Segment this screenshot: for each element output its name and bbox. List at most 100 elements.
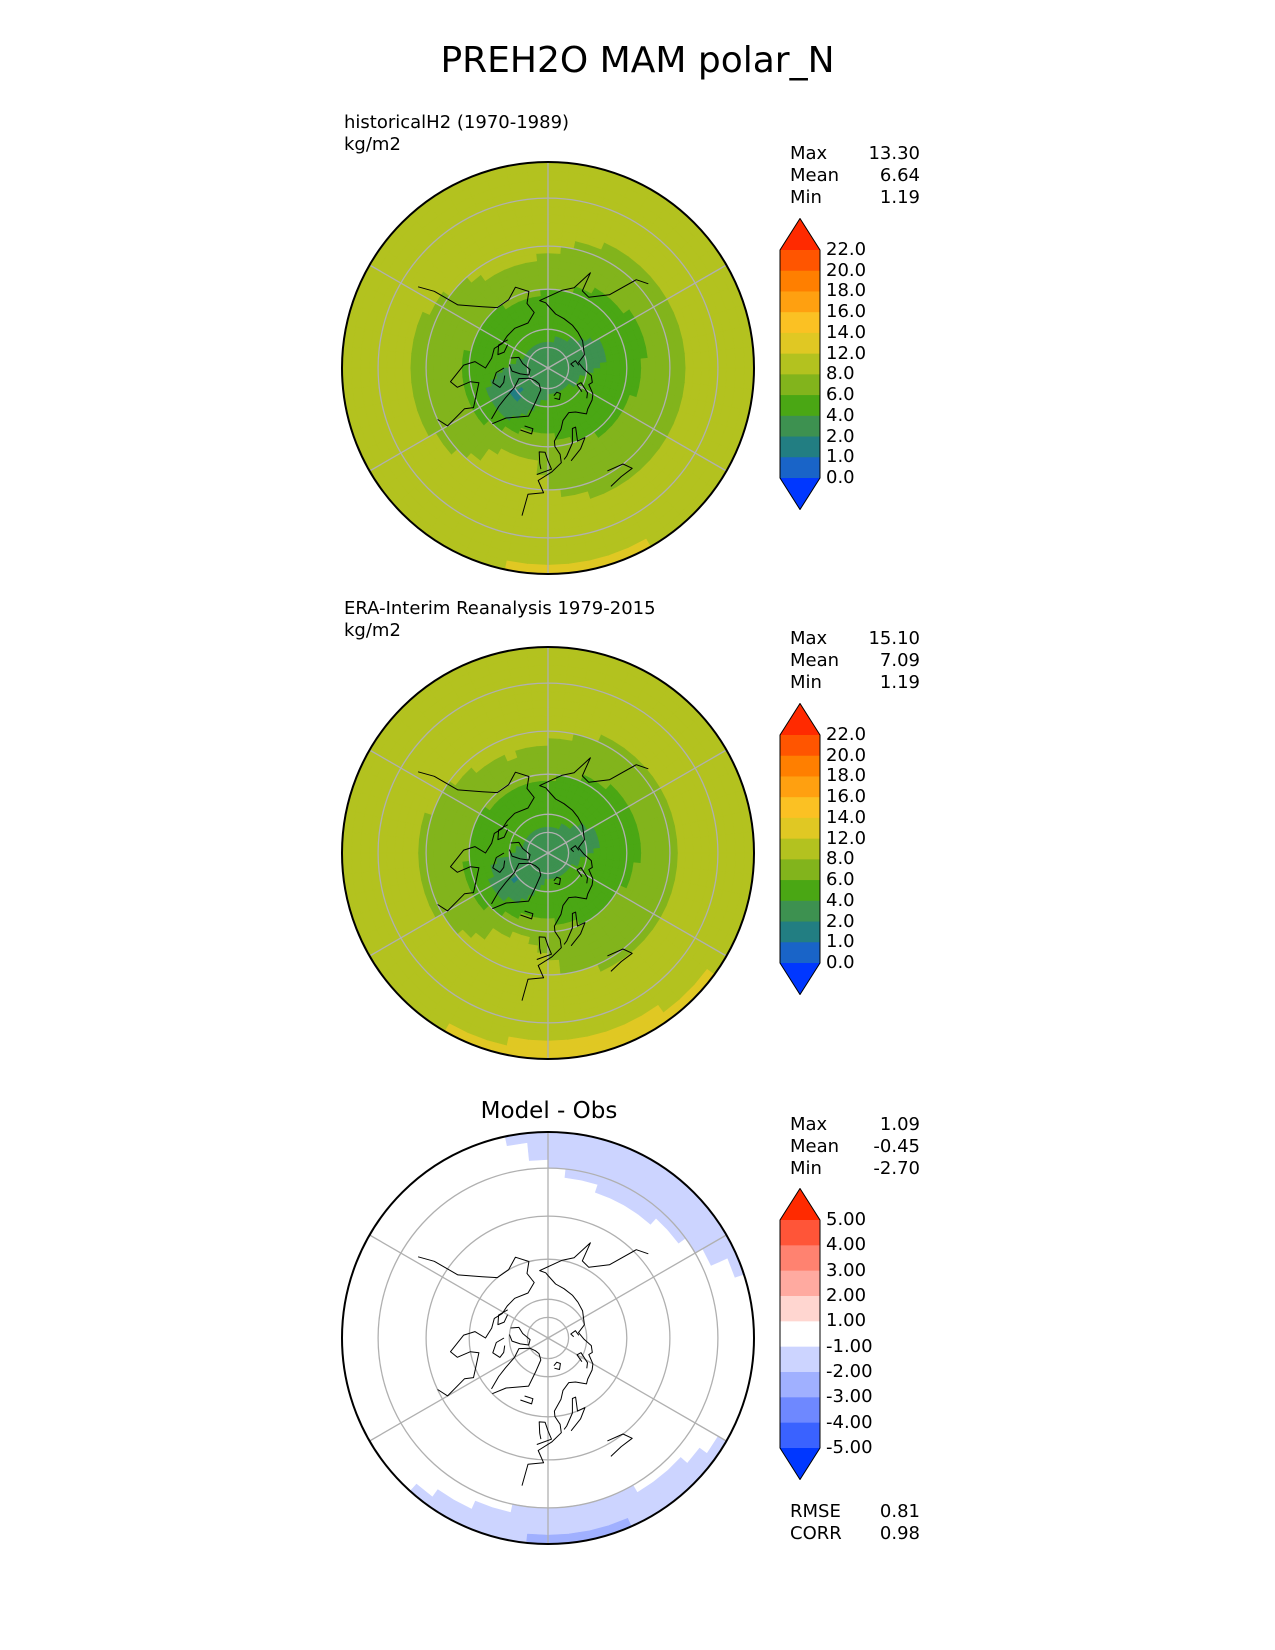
stat-mean-value: 6.64 bbox=[879, 165, 920, 186]
field-cell bbox=[495, 847, 504, 854]
field-cell bbox=[691, 351, 702, 369]
meridian-line bbox=[547, 1234, 727, 1339]
meridian-line bbox=[369, 367, 549, 472]
colorbar-tick-label: 1.0 bbox=[826, 931, 855, 953]
panel-1-title: historicalH2 (1970-1989) bbox=[344, 112, 570, 133]
field-cell bbox=[468, 844, 477, 854]
colorbar-tick-label: 8.0 bbox=[826, 848, 855, 870]
colorbar-bin bbox=[780, 1296, 820, 1322]
colorbar-bin bbox=[780, 291, 820, 313]
panel-3-colorbar bbox=[779, 1188, 821, 1480]
field-cell bbox=[394, 836, 405, 854]
field-cell bbox=[532, 989, 549, 999]
field-cell bbox=[547, 996, 565, 1007]
field-cell bbox=[547, 951, 560, 961]
coastline bbox=[508, 356, 531, 376]
colorbar-tick-label: 6.0 bbox=[826, 384, 855, 406]
field-cell bbox=[646, 367, 656, 380]
field-cell bbox=[433, 840, 442, 854]
colorbar-tick-label: -2.00 bbox=[826, 1361, 873, 1382]
field-cell bbox=[433, 367, 442, 381]
colorbar-bin bbox=[780, 1270, 820, 1297]
field-cell bbox=[425, 852, 435, 867]
field-cell bbox=[410, 852, 420, 868]
coastline bbox=[563, 1396, 586, 1432]
field-cell bbox=[528, 180, 549, 191]
colorbar-bin bbox=[780, 1397, 820, 1424]
colorbar-tick-label: 0.0 bbox=[826, 467, 855, 488]
coastline bbox=[520, 910, 534, 920]
coastline bbox=[576, 382, 588, 399]
colorbar-bin bbox=[780, 1422, 820, 1449]
field-cell bbox=[386, 835, 397, 854]
field-cell bbox=[541, 309, 549, 317]
panel-3-polar-map bbox=[341, 1131, 755, 1545]
field-cell bbox=[725, 852, 736, 873]
field-cell bbox=[547, 274, 559, 284]
coastline bbox=[570, 1330, 580, 1338]
field-cell bbox=[489, 846, 497, 854]
field-cell bbox=[699, 835, 710, 854]
coastline bbox=[497, 339, 509, 356]
panel-2-polar-map bbox=[341, 646, 755, 1060]
field-cell bbox=[547, 780, 556, 789]
stat-mean-value: 7.09 bbox=[879, 650, 920, 671]
field-cell bbox=[535, 903, 543, 912]
meridian-line bbox=[547, 749, 727, 854]
field-cell bbox=[547, 966, 562, 976]
coastline bbox=[576, 867, 588, 884]
field-cell bbox=[440, 852, 450, 865]
stat-max-label: Max bbox=[790, 143, 828, 164]
field-cell bbox=[351, 852, 362, 874]
field-cell bbox=[547, 180, 568, 191]
field-cell bbox=[454, 357, 464, 369]
colorbar-tick-label: 4.0 bbox=[826, 889, 855, 911]
colorbar-tick-label: -4.00 bbox=[826, 1411, 873, 1433]
field-cell bbox=[612, 845, 621, 854]
field-cell bbox=[531, 996, 549, 1007]
coastline bbox=[491, 377, 542, 425]
field-cell bbox=[547, 691, 566, 702]
field-cell bbox=[528, 1150, 549, 1161]
map-border bbox=[341, 646, 755, 1060]
field-cell bbox=[691, 367, 702, 385]
field-cell bbox=[475, 852, 484, 861]
field-cell bbox=[527, 171, 549, 182]
stat-max-label: Max bbox=[790, 628, 828, 649]
colorbar-tick-label: 1.0 bbox=[826, 446, 855, 468]
colorbar-bin bbox=[780, 817, 820, 840]
field-cell bbox=[626, 367, 635, 378]
field-cell bbox=[433, 852, 442, 866]
field-cell bbox=[605, 367, 614, 376]
coastline bbox=[607, 1433, 633, 1457]
panel-2-stats: Max 15.10 Mean 7.09 Min 1.19 bbox=[790, 628, 920, 694]
field-cell bbox=[734, 347, 745, 369]
field-cell bbox=[515, 849, 523, 854]
field-cell bbox=[377, 852, 388, 872]
colorbar-tick-label: 16.0 bbox=[826, 301, 867, 323]
field-cell bbox=[534, 730, 549, 740]
map-border bbox=[341, 1131, 755, 1545]
colorbar-bin bbox=[780, 436, 820, 458]
coastline bbox=[570, 845, 580, 853]
field-cell bbox=[531, 699, 549, 710]
field-cell bbox=[547, 1515, 568, 1526]
field-cell bbox=[454, 842, 464, 854]
colorbar-bin bbox=[780, 838, 820, 860]
field-cell bbox=[547, 496, 563, 506]
stat-min-label: Min bbox=[790, 1158, 822, 1179]
field-cell bbox=[402, 837, 412, 854]
field-cell bbox=[547, 511, 565, 522]
field-cell bbox=[547, 981, 563, 991]
field-cell bbox=[360, 367, 371, 388]
field-cell bbox=[535, 738, 549, 747]
field-cell bbox=[468, 852, 477, 862]
colorbar-bin bbox=[780, 1372, 820, 1398]
field-cell bbox=[539, 439, 549, 448]
field-cell bbox=[527, 1141, 549, 1152]
field-cell bbox=[547, 519, 566, 530]
coastline bbox=[521, 272, 649, 516]
field-cell bbox=[619, 367, 628, 377]
field-cell bbox=[547, 425, 556, 434]
field-cell bbox=[734, 832, 745, 854]
